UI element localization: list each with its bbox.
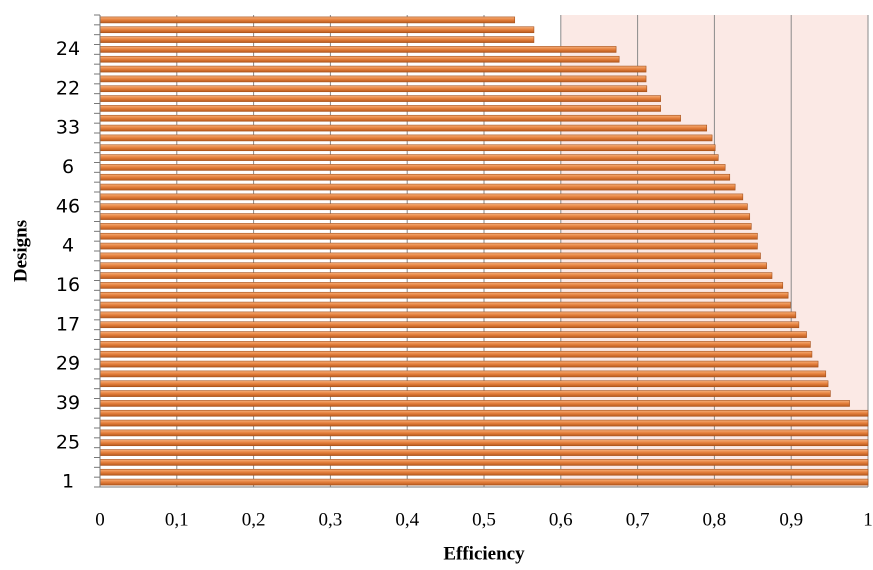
bar bbox=[99, 134, 713, 142]
x-tick-label: 0,2 bbox=[242, 509, 266, 530]
bar bbox=[99, 183, 736, 191]
bar bbox=[99, 154, 719, 161]
bar bbox=[99, 459, 869, 466]
y-tick-label: 33 bbox=[56, 117, 80, 139]
x-tick-label: 0,6 bbox=[549, 509, 573, 530]
bar bbox=[99, 478, 869, 486]
bar bbox=[99, 252, 761, 260]
bar bbox=[99, 46, 617, 53]
y-axis-title: Designs bbox=[10, 220, 31, 282]
x-tick-label: 0,8 bbox=[703, 509, 727, 530]
y-tick-label: 39 bbox=[56, 392, 80, 414]
bar bbox=[99, 193, 744, 201]
bar bbox=[99, 242, 758, 250]
bar bbox=[99, 95, 661, 102]
bar bbox=[99, 380, 829, 388]
bar bbox=[99, 36, 535, 43]
y-tick-label: 4 bbox=[62, 235, 74, 257]
bar bbox=[99, 419, 869, 427]
x-tick-label: 0,1 bbox=[165, 509, 189, 530]
x-tick-label: 0,3 bbox=[319, 509, 343, 530]
bar bbox=[99, 75, 647, 83]
bar bbox=[99, 360, 819, 368]
bar bbox=[99, 114, 681, 122]
bar bbox=[99, 173, 731, 181]
bar bbox=[99, 272, 773, 279]
bar bbox=[99, 400, 850, 407]
bar bbox=[99, 65, 647, 73]
y-tick-label: 24 bbox=[56, 38, 80, 60]
bar bbox=[99, 16, 516, 24]
y-tick-label: 17 bbox=[56, 313, 80, 335]
bar bbox=[99, 282, 784, 289]
x-tick-label: 0,9 bbox=[779, 509, 803, 530]
bar bbox=[99, 409, 869, 417]
bar bbox=[99, 350, 813, 358]
bar bbox=[99, 341, 811, 348]
bar bbox=[99, 232, 758, 240]
y-tick-label: 1 bbox=[62, 471, 74, 493]
x-tick-label: 0,5 bbox=[472, 509, 496, 530]
bar bbox=[99, 213, 751, 220]
bar bbox=[99, 262, 767, 270]
y-tick-label: 25 bbox=[56, 431, 80, 453]
y-tick-label: 22 bbox=[56, 77, 80, 99]
bar bbox=[99, 203, 748, 211]
bar bbox=[99, 105, 661, 112]
y-tick-label: 16 bbox=[56, 274, 80, 296]
bar bbox=[99, 439, 869, 447]
bar bbox=[99, 144, 716, 152]
x-tick-label: 0 bbox=[95, 509, 105, 530]
bar bbox=[99, 321, 800, 329]
bar bbox=[99, 429, 869, 437]
bar bbox=[99, 468, 869, 476]
bar bbox=[99, 390, 831, 397]
y-tick-label: 46 bbox=[56, 195, 80, 217]
x-tick-label: 1 bbox=[863, 509, 873, 530]
bar bbox=[99, 124, 708, 132]
bar bbox=[99, 370, 827, 378]
bar bbox=[99, 449, 869, 456]
y-tick-label: 6 bbox=[62, 156, 74, 178]
x-tick-label: 0,7 bbox=[626, 509, 650, 530]
bar bbox=[99, 164, 726, 171]
y-tick-label: 29 bbox=[56, 353, 80, 375]
x-tick-label: 0,4 bbox=[395, 509, 419, 530]
bar bbox=[99, 301, 791, 309]
bar bbox=[99, 223, 752, 230]
bar bbox=[99, 26, 535, 34]
x-axis-title: Efficiency bbox=[443, 543, 525, 564]
bar bbox=[99, 331, 807, 338]
bar bbox=[99, 85, 648, 93]
bar bbox=[99, 55, 620, 63]
bar bbox=[99, 311, 797, 319]
bar bbox=[99, 291, 789, 299]
